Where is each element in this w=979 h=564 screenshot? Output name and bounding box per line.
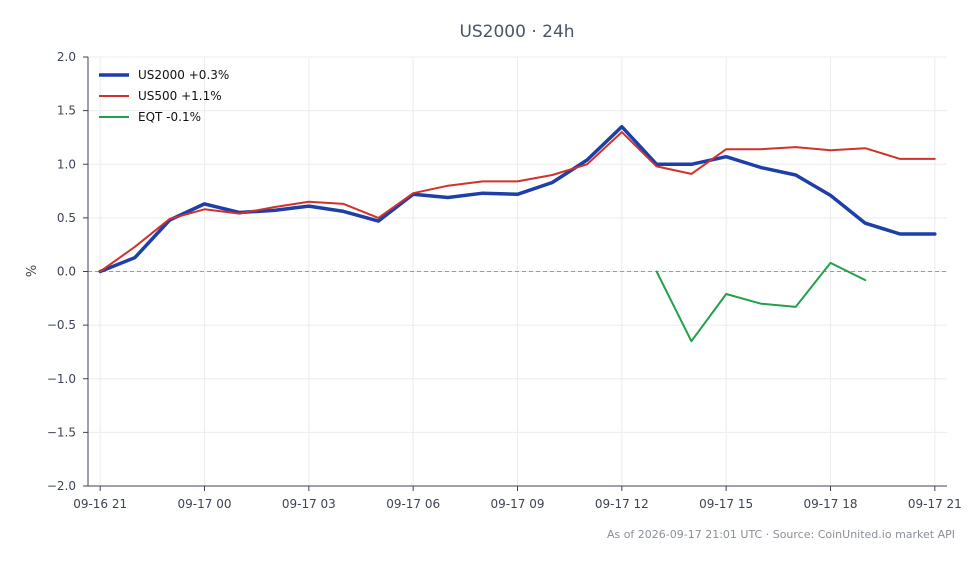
y-tick-label-7: 1.5 [57,104,76,118]
y-tick-label-3: −0.5 [47,318,76,332]
y-axis-ticks: −2.0 −1.5 −1.0 −0.5 0.0 0.5 1.0 1.5 2.0 [47,50,88,493]
y-tick-label-1: −1.5 [47,425,76,439]
y-tick-label-8: 2.0 [57,50,76,64]
x-tick-label-0: 09-16 21 [73,497,127,511]
series-line-1 [99,131,936,273]
x-tick-label-7: 09-17 18 [804,497,858,511]
x-tick-label-6: 09-17 15 [699,497,753,511]
footer-source-note: As of 2026-09-17 21:01 UTC · Source: Coi… [607,528,955,541]
y-tick-label-6: 1.0 [57,157,76,171]
y-axis-label: % [25,265,40,277]
legend-label-1: US500 +1.1% [138,89,222,103]
legend-label-2: EQT -0.1% [138,110,201,124]
x-tick-label-1: 09-17 00 [178,497,232,511]
x-tick-label-4: 09-17 09 [491,497,545,511]
x-tick-label-8: 09-17 21 [908,497,962,511]
x-tick-label-2: 09-17 03 [282,497,336,511]
y-tick-label-0: −2.0 [47,479,76,493]
y-tick-label-5: 0.5 [57,211,76,225]
x-tick-label-5: 09-17 12 [595,497,649,511]
series-line-2 [655,261,867,343]
x-tick-label-3: 09-17 06 [386,497,440,511]
series-lines [98,124,937,343]
legend-label-0: US2000 +0.3% [138,68,229,82]
legend: US2000 +0.3% US500 +1.1% EQT -0.1% [99,68,229,124]
chart-title: US2000 · 24h [459,22,574,42]
y-tick-label-2: −1.0 [47,372,76,386]
series-line-0 [98,124,937,274]
x-axis-ticks: 09-16 21 09-17 00 09-17 03 09-17 06 09-17 09… [73,486,962,511]
y-tick-label-4: 0.0 [57,265,76,279]
